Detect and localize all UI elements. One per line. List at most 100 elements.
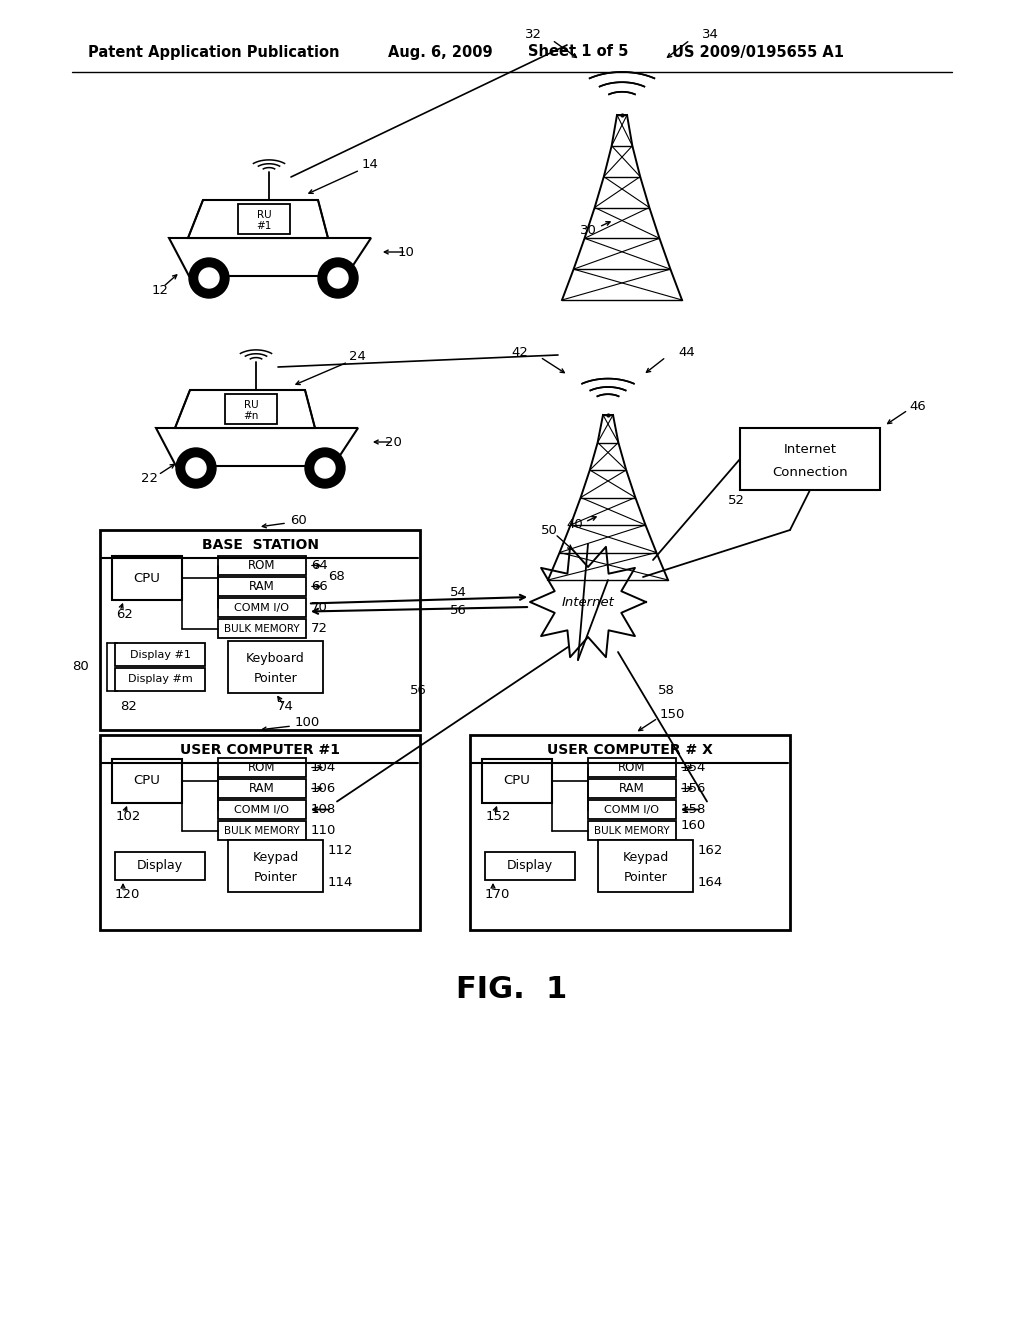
Bar — [115, 851, 205, 880]
Text: 106: 106 — [311, 781, 336, 795]
Text: 102: 102 — [116, 810, 141, 824]
Text: USER COMPUTER # X: USER COMPUTER # X — [547, 743, 713, 756]
Bar — [218, 779, 306, 799]
Text: 156: 156 — [681, 781, 707, 795]
Text: 154: 154 — [681, 762, 707, 774]
Text: 66: 66 — [311, 579, 328, 593]
Text: Keypad: Keypad — [252, 850, 299, 863]
Text: Keypad: Keypad — [623, 850, 669, 863]
Text: 80: 80 — [73, 660, 89, 673]
Bar — [100, 735, 420, 931]
Circle shape — [186, 458, 206, 478]
Text: 56: 56 — [450, 603, 467, 616]
Text: COMM I/O: COMM I/O — [604, 804, 659, 814]
Circle shape — [318, 257, 358, 298]
Text: #1: #1 — [256, 220, 271, 231]
Circle shape — [199, 268, 219, 288]
Text: 120: 120 — [115, 888, 140, 902]
Bar — [115, 668, 205, 690]
Text: ROM: ROM — [248, 558, 275, 572]
Text: Internet: Internet — [561, 595, 614, 609]
Text: CPU: CPU — [504, 775, 530, 788]
Text: 10: 10 — [398, 246, 415, 259]
Text: 114: 114 — [328, 875, 353, 888]
Text: 62: 62 — [116, 607, 133, 620]
Text: 150: 150 — [660, 709, 685, 722]
Bar — [218, 577, 306, 597]
Text: 34: 34 — [702, 29, 719, 41]
Text: 152: 152 — [486, 810, 512, 824]
Text: 82: 82 — [120, 700, 137, 713]
Bar — [588, 758, 676, 777]
Text: 58: 58 — [658, 684, 675, 697]
Text: RU: RU — [244, 400, 258, 409]
Text: RAM: RAM — [620, 781, 645, 795]
Bar — [588, 779, 676, 799]
Bar — [228, 642, 323, 693]
Text: COMM I/O: COMM I/O — [234, 804, 290, 814]
Text: Keyboard: Keyboard — [246, 652, 305, 665]
Text: 72: 72 — [311, 622, 328, 635]
Text: Display #1: Display #1 — [130, 649, 190, 660]
Text: 32: 32 — [525, 29, 542, 41]
Bar — [482, 759, 552, 803]
Text: 60: 60 — [290, 513, 307, 527]
Polygon shape — [188, 201, 328, 238]
Text: 112: 112 — [328, 843, 353, 857]
Bar — [218, 619, 306, 638]
Text: 74: 74 — [278, 701, 294, 714]
Text: 110: 110 — [311, 824, 336, 837]
Text: CPU: CPU — [133, 775, 161, 788]
Bar — [485, 851, 575, 880]
Text: Pointer: Pointer — [254, 871, 297, 884]
Text: Display: Display — [137, 859, 183, 873]
Text: BASE  STATION: BASE STATION — [202, 539, 318, 552]
Text: 170: 170 — [485, 888, 510, 902]
Circle shape — [189, 257, 229, 298]
Text: US 2009/0195655 A1: US 2009/0195655 A1 — [672, 45, 844, 59]
Text: 42: 42 — [511, 346, 528, 359]
Text: Connection: Connection — [772, 466, 848, 479]
Circle shape — [305, 447, 345, 488]
Text: Patent Application Publication: Patent Application Publication — [88, 45, 340, 59]
Text: COMM I/O: COMM I/O — [234, 602, 290, 612]
Text: Pointer: Pointer — [624, 871, 668, 884]
Text: 50: 50 — [541, 524, 558, 536]
Text: BULK MEMORY: BULK MEMORY — [224, 825, 300, 836]
Text: 162: 162 — [698, 843, 723, 857]
Text: BULK MEMORY: BULK MEMORY — [224, 623, 300, 634]
Bar — [218, 556, 306, 576]
Circle shape — [315, 458, 335, 478]
Bar — [228, 840, 323, 892]
Text: 12: 12 — [152, 284, 169, 297]
Text: 52: 52 — [728, 494, 745, 507]
Bar — [740, 428, 880, 490]
Text: ROM: ROM — [248, 762, 275, 774]
Text: 64: 64 — [311, 558, 328, 572]
Text: 56: 56 — [410, 684, 427, 697]
Text: 54: 54 — [450, 586, 467, 598]
Text: 164: 164 — [698, 875, 723, 888]
Bar — [100, 531, 420, 730]
Bar — [238, 205, 290, 234]
Polygon shape — [169, 238, 371, 276]
Bar — [225, 393, 278, 424]
Text: 14: 14 — [361, 158, 379, 172]
Text: BULK MEMORY: BULK MEMORY — [594, 825, 670, 836]
Text: 22: 22 — [141, 471, 159, 484]
Text: Aug. 6, 2009: Aug. 6, 2009 — [388, 45, 493, 59]
Text: CPU: CPU — [133, 572, 161, 585]
Bar — [598, 840, 693, 892]
Text: Display #m: Display #m — [128, 675, 193, 685]
Text: 24: 24 — [348, 351, 366, 363]
Text: Sheet 1 of 5: Sheet 1 of 5 — [528, 45, 629, 59]
Polygon shape — [156, 428, 358, 466]
Text: 20: 20 — [385, 436, 401, 449]
Bar — [112, 556, 182, 601]
Text: Internet: Internet — [783, 444, 837, 457]
Bar — [588, 800, 676, 818]
Text: FIG.  1: FIG. 1 — [457, 975, 567, 1005]
Bar — [218, 821, 306, 840]
Bar — [218, 598, 306, 616]
Bar — [115, 643, 205, 667]
